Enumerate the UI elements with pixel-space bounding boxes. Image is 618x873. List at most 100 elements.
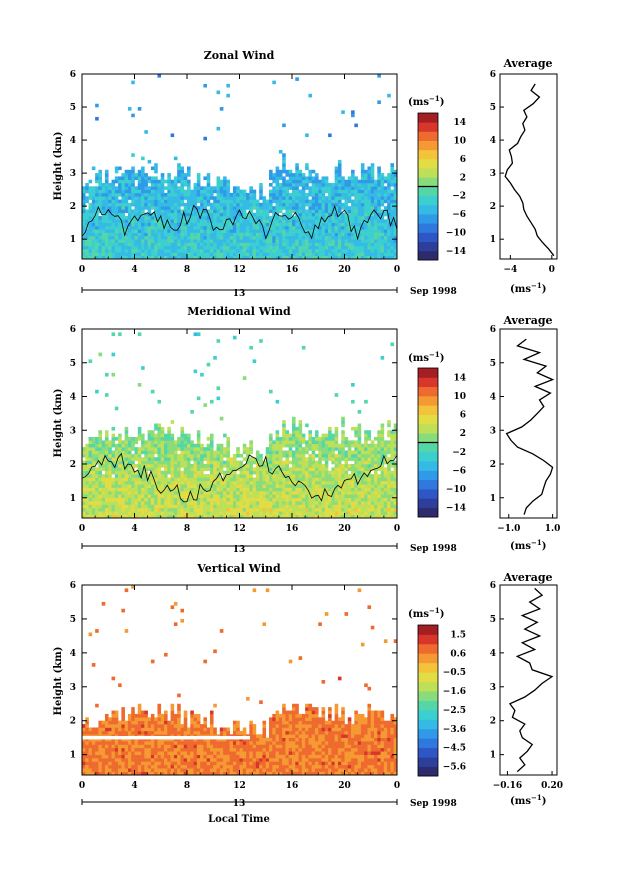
- heatmap-cell: [262, 501, 267, 505]
- heatmap-cell: [351, 216, 355, 220]
- heatmap-cell: [196, 470, 201, 475]
- heatmap-cell: [229, 249, 234, 253]
- heatmap-cell: [147, 176, 152, 181]
- heatmap-cell: [209, 501, 214, 505]
- heatmap-cell: [98, 252, 102, 256]
- heatmap-cell: [124, 467, 129, 472]
- heatmap-cell: [229, 491, 234, 495]
- heatmap-cell: [390, 189, 395, 194]
- heatmap-cell: [154, 219, 158, 223]
- heatmap-cell: [118, 443, 122, 448]
- heatmap-cell: [134, 239, 139, 243]
- heatmap-cell: [124, 457, 129, 461]
- heatmap-cell: [167, 494, 171, 499]
- heatmap-cell: [196, 443, 201, 448]
- heatmap-cell: [377, 225, 381, 230]
- heatmap-cell: [311, 245, 316, 250]
- heatmap-cell: [374, 470, 378, 475]
- heatmap-cell: [131, 192, 135, 197]
- heatmap-cell: [354, 235, 358, 240]
- heatmap-cell: [114, 470, 119, 475]
- heatmap-cell: [114, 202, 119, 207]
- heatmap-cell: [111, 440, 116, 445]
- heatmap-cell: [351, 110, 355, 114]
- heatmap-cell: [301, 501, 306, 505]
- heatmap-cell: [95, 196, 99, 200]
- heatmap-cell: [183, 514, 188, 519]
- heatmap-cell: [367, 169, 372, 174]
- heatmap-cell: [360, 245, 365, 250]
- heatmap-cell: [374, 189, 378, 194]
- colorbar-swatch: [418, 479, 438, 490]
- heatmap-cell: [82, 758, 86, 762]
- heatmap-cell: [295, 504, 299, 509]
- heatmap-cell: [393, 453, 398, 458]
- heatmap-cell: [308, 212, 312, 217]
- heatmap-cell: [390, 245, 395, 250]
- heatmap-cell: [121, 186, 125, 190]
- heatmap-cell: [226, 501, 230, 505]
- heatmap-cell: [141, 179, 145, 184]
- heatmap-cell: [91, 497, 96, 502]
- heatmap-cell: [193, 501, 198, 505]
- heatmap-cell: [334, 235, 339, 240]
- heatmap-cell: [321, 474, 326, 478]
- heatmap-cell: [318, 497, 322, 502]
- heatmap-cell: [177, 173, 181, 177]
- heatmap-cell: [114, 474, 119, 478]
- heatmap-cell: [88, 440, 93, 445]
- heatmap-cell: [354, 202, 358, 207]
- heatmap-cell: [351, 464, 355, 468]
- heatmap-cell: [111, 202, 116, 207]
- heatmap-cell: [236, 192, 240, 197]
- heatmap-cell: [141, 169, 145, 174]
- heatmap-cell: [137, 225, 142, 230]
- heatmap-cell: [331, 252, 335, 256]
- heatmap-cell: [196, 225, 201, 230]
- heatmap-cell: [141, 467, 145, 472]
- heatmap-cell: [124, 173, 129, 177]
- heatmap-cell: [236, 480, 240, 485]
- heatmap-cell: [187, 491, 191, 495]
- heatmap-cell: [88, 507, 93, 512]
- heatmap-cell: [187, 225, 191, 230]
- heatmap-cell: [196, 430, 201, 434]
- heatmap-cell: [357, 440, 362, 445]
- heatmap-cell: [134, 196, 139, 200]
- heatmap-cell: [193, 196, 198, 200]
- heatmap-cell: [232, 507, 237, 512]
- heatmap-cell: [292, 426, 296, 431]
- heatmap-cell: [88, 447, 93, 451]
- heatmap-cell: [387, 225, 391, 230]
- heatmap-cell: [88, 255, 93, 260]
- heatmap-cell: [226, 245, 230, 250]
- heatmap-cell: [85, 186, 89, 190]
- y-tick-label: 4: [70, 136, 76, 146]
- heatmap-cell: [393, 464, 398, 468]
- heatmap-cell: [344, 497, 349, 502]
- heatmap-cell: [180, 430, 185, 434]
- heatmap-cell: [255, 239, 260, 243]
- heatmap-cell: [308, 494, 312, 499]
- heatmap-cell: [357, 245, 362, 250]
- heatmap-cell: [98, 484, 102, 488]
- heatmap-cell: [314, 491, 319, 495]
- heatmap-cell: [252, 189, 257, 194]
- heatmap-cell: [341, 249, 345, 253]
- heatmap-cell: [311, 484, 316, 488]
- heatmap-cell: [354, 212, 358, 217]
- heatmap-cell: [305, 212, 309, 217]
- heatmap-cell: [206, 245, 211, 250]
- heatmap-cell: [249, 206, 253, 210]
- heatmap-cell: [114, 511, 119, 515]
- heatmap-cell: [374, 484, 378, 488]
- heatmap-cell: [351, 470, 355, 475]
- heatmap-cell: [108, 474, 112, 478]
- heatmap-cell: [324, 467, 329, 472]
- heatmap-cell: [308, 242, 312, 247]
- heatmap-cell: [301, 491, 306, 495]
- heatmap-cell: [239, 196, 244, 200]
- heatmap-cell: [160, 199, 165, 204]
- heatmap-cell: [101, 186, 106, 190]
- heatmap-cell: [305, 470, 309, 475]
